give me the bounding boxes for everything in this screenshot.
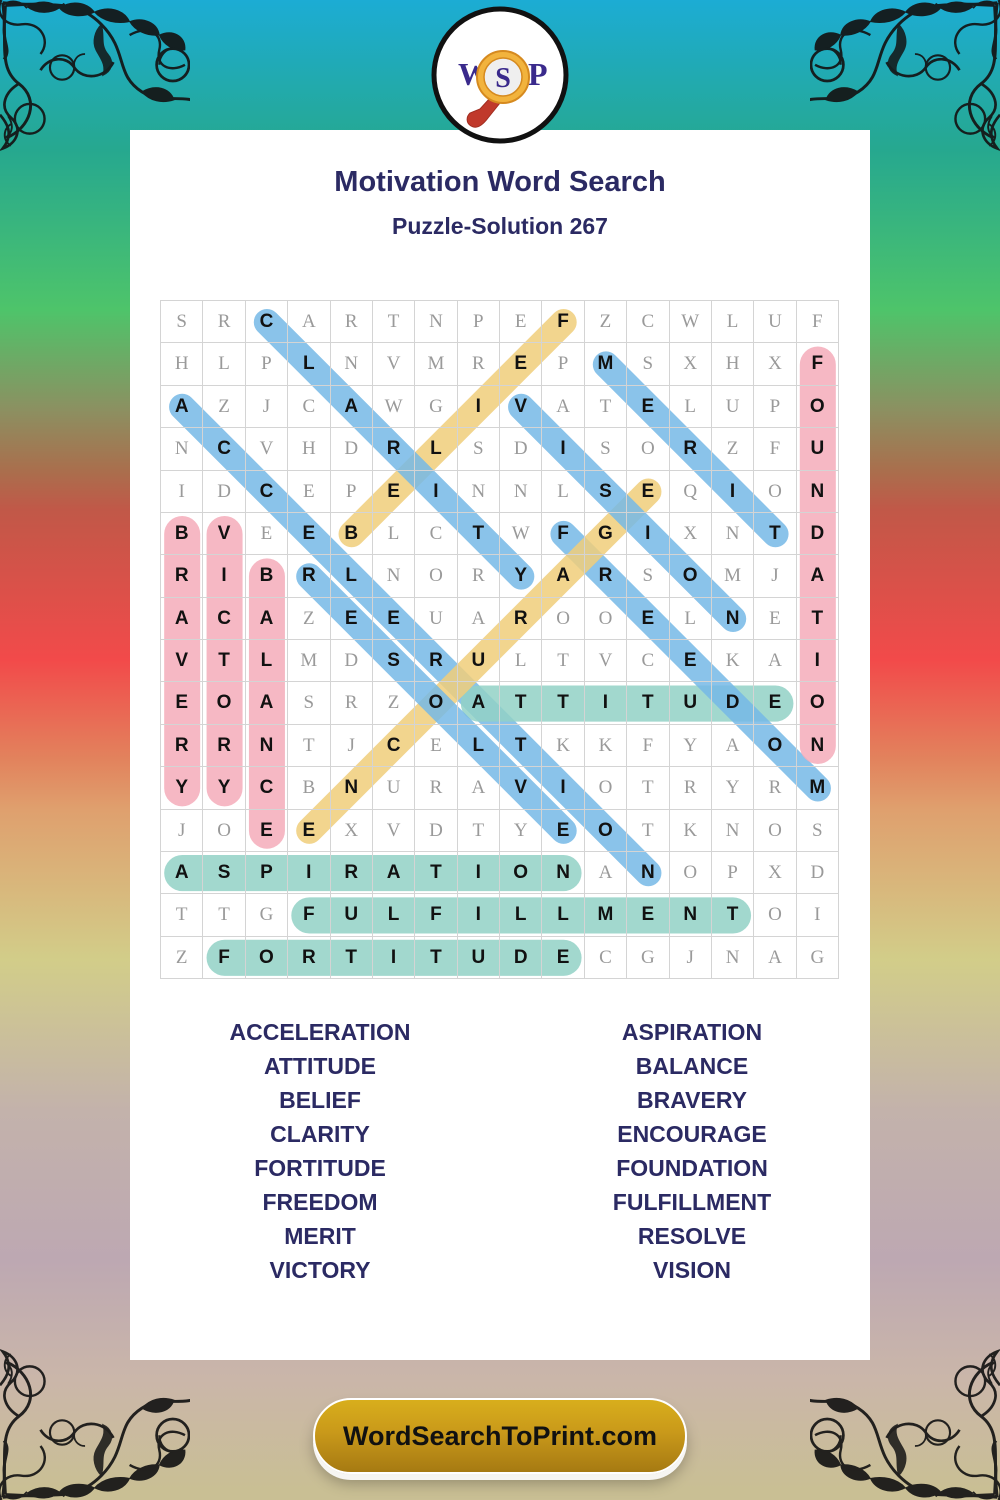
svg-text:S: S xyxy=(495,63,511,94)
svg-text:P: P xyxy=(528,56,548,92)
